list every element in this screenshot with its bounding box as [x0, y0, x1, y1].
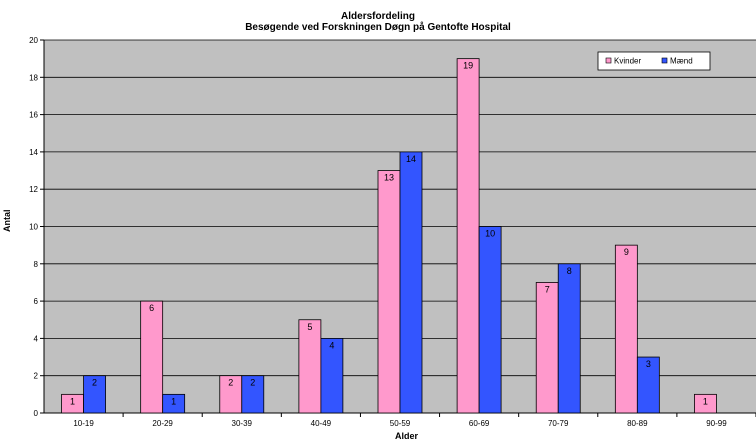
data-label: 13: [384, 173, 394, 183]
data-label: 8: [567, 266, 572, 276]
bar: [241, 375, 265, 414]
bar: [298, 319, 322, 414]
x-tick-label: 90-99: [706, 419, 727, 428]
bar: [636, 356, 660, 414]
y-tick-label: 6: [34, 297, 39, 306]
bar: [162, 393, 186, 414]
x-tick-label: 60-69: [469, 419, 490, 428]
y-tick-label: 4: [34, 334, 39, 343]
data-label: 2: [92, 378, 97, 388]
y-tick-label: 20: [29, 36, 38, 45]
legend: [597, 51, 711, 71]
legend-swatch: [661, 57, 668, 64]
bar: [320, 337, 344, 414]
x-tick-label: 70-79: [548, 419, 569, 428]
y-tick-label: 2: [34, 372, 39, 381]
bar: [377, 170, 401, 414]
bar: [478, 226, 502, 414]
data-label: 3: [646, 359, 651, 369]
data-label: 2: [250, 378, 255, 388]
data-label: 2: [228, 378, 233, 388]
y-axis-title: Antal: [2, 209, 12, 233]
y-tick-label: 18: [29, 73, 38, 82]
bar: [557, 263, 581, 414]
legend-swatch: [605, 57, 612, 64]
data-label: 1: [70, 396, 75, 406]
legend-label: Mænd: [670, 57, 693, 66]
data-label: 4: [329, 340, 334, 350]
data-label: 1: [703, 396, 708, 406]
bar: [694, 393, 717, 414]
bar: [140, 300, 164, 414]
y-tick-label: 16: [29, 111, 38, 120]
data-label: 6: [149, 303, 154, 313]
bar: [614, 244, 638, 414]
y-tick-label: 10: [29, 223, 38, 232]
bar: [456, 58, 480, 414]
x-tick-label: 30-39: [232, 419, 253, 428]
bar: [535, 282, 559, 414]
chart-subtitle: Besøgende ved Forskningen Døgn på Gentof…: [245, 22, 511, 33]
x-axis-title: Alder: [395, 431, 419, 441]
legend-label: Kvinder: [614, 57, 641, 66]
data-label: 7: [545, 284, 550, 294]
x-tick-label: 50-59: [390, 419, 411, 428]
data-label: 10: [485, 229, 495, 239]
y-tick-label: 12: [29, 185, 38, 194]
y-tick-label: 0: [34, 409, 39, 418]
bar: [83, 375, 106, 414]
y-tick-label: 8: [34, 260, 39, 269]
x-tick-label: 20-29: [152, 419, 173, 428]
data-label: 1: [171, 396, 176, 406]
data-label: 5: [307, 322, 312, 332]
y-tick-label: 14: [29, 148, 38, 157]
data-label: 19: [463, 61, 473, 71]
bar: [399, 151, 423, 414]
chart-title: Aldersfordeling: [341, 11, 415, 22]
data-label: 14: [406, 154, 416, 164]
x-tick-label: 40-49: [311, 419, 332, 428]
x-tick-label: 80-89: [627, 419, 648, 428]
data-label: 9: [624, 247, 629, 257]
x-tick-label: 10-19: [73, 419, 94, 428]
